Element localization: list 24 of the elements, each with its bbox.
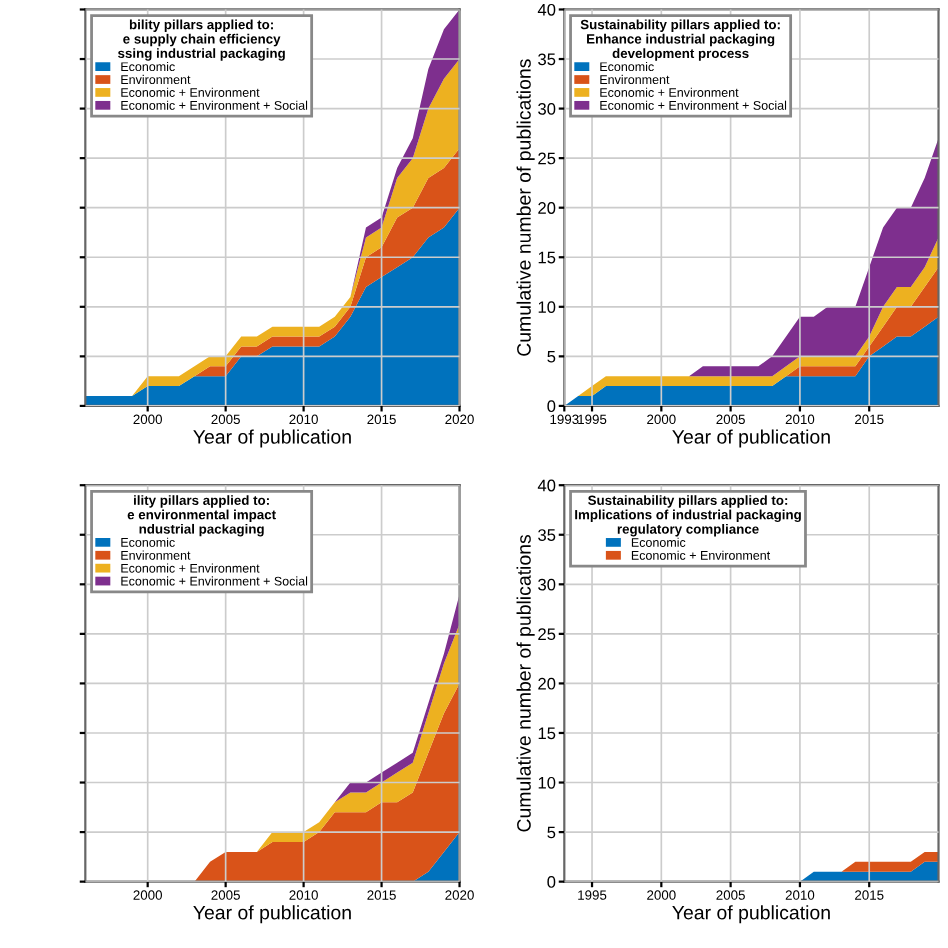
y-tick-label: 30 bbox=[538, 578, 556, 591]
y-tick-label: 35 bbox=[538, 529, 556, 541]
y-tick-label: 25 bbox=[538, 152, 556, 165]
y-tick-label: 15 bbox=[538, 727, 556, 740]
y-tick-label: 35 bbox=[538, 53, 556, 66]
x-axis-title: Year of publication bbox=[672, 429, 830, 448]
y-tick-label: 30 bbox=[538, 102, 556, 115]
x-axis-title: Year of publication bbox=[193, 905, 351, 924]
y-tick-label: 40 bbox=[537, 479, 556, 492]
y-axis-title: Cumulative number of publications bbox=[516, 534, 535, 832]
y-tick-label: 20 bbox=[538, 677, 556, 690]
y-tick-label: 5 bbox=[547, 826, 556, 839]
y-tick-label: 5 bbox=[547, 350, 556, 363]
y-tick-label: 10 bbox=[538, 776, 556, 789]
x-axis-title: Year of publication bbox=[672, 905, 830, 924]
y-axis-title: Cumulative number of publications bbox=[516, 59, 535, 356]
y-tick-label: 40 bbox=[537, 3, 556, 16]
y-tick-label: 15 bbox=[538, 251, 556, 264]
y-tick-label: 10 bbox=[538, 301, 556, 314]
y-tick-label: 25 bbox=[538, 628, 556, 641]
y-tick-label: 20 bbox=[538, 202, 556, 214]
x-axis-title: Year of publication bbox=[193, 429, 351, 448]
y-tick-label: 0 bbox=[547, 400, 556, 413]
y-tick-label: 0 bbox=[547, 876, 556, 888]
